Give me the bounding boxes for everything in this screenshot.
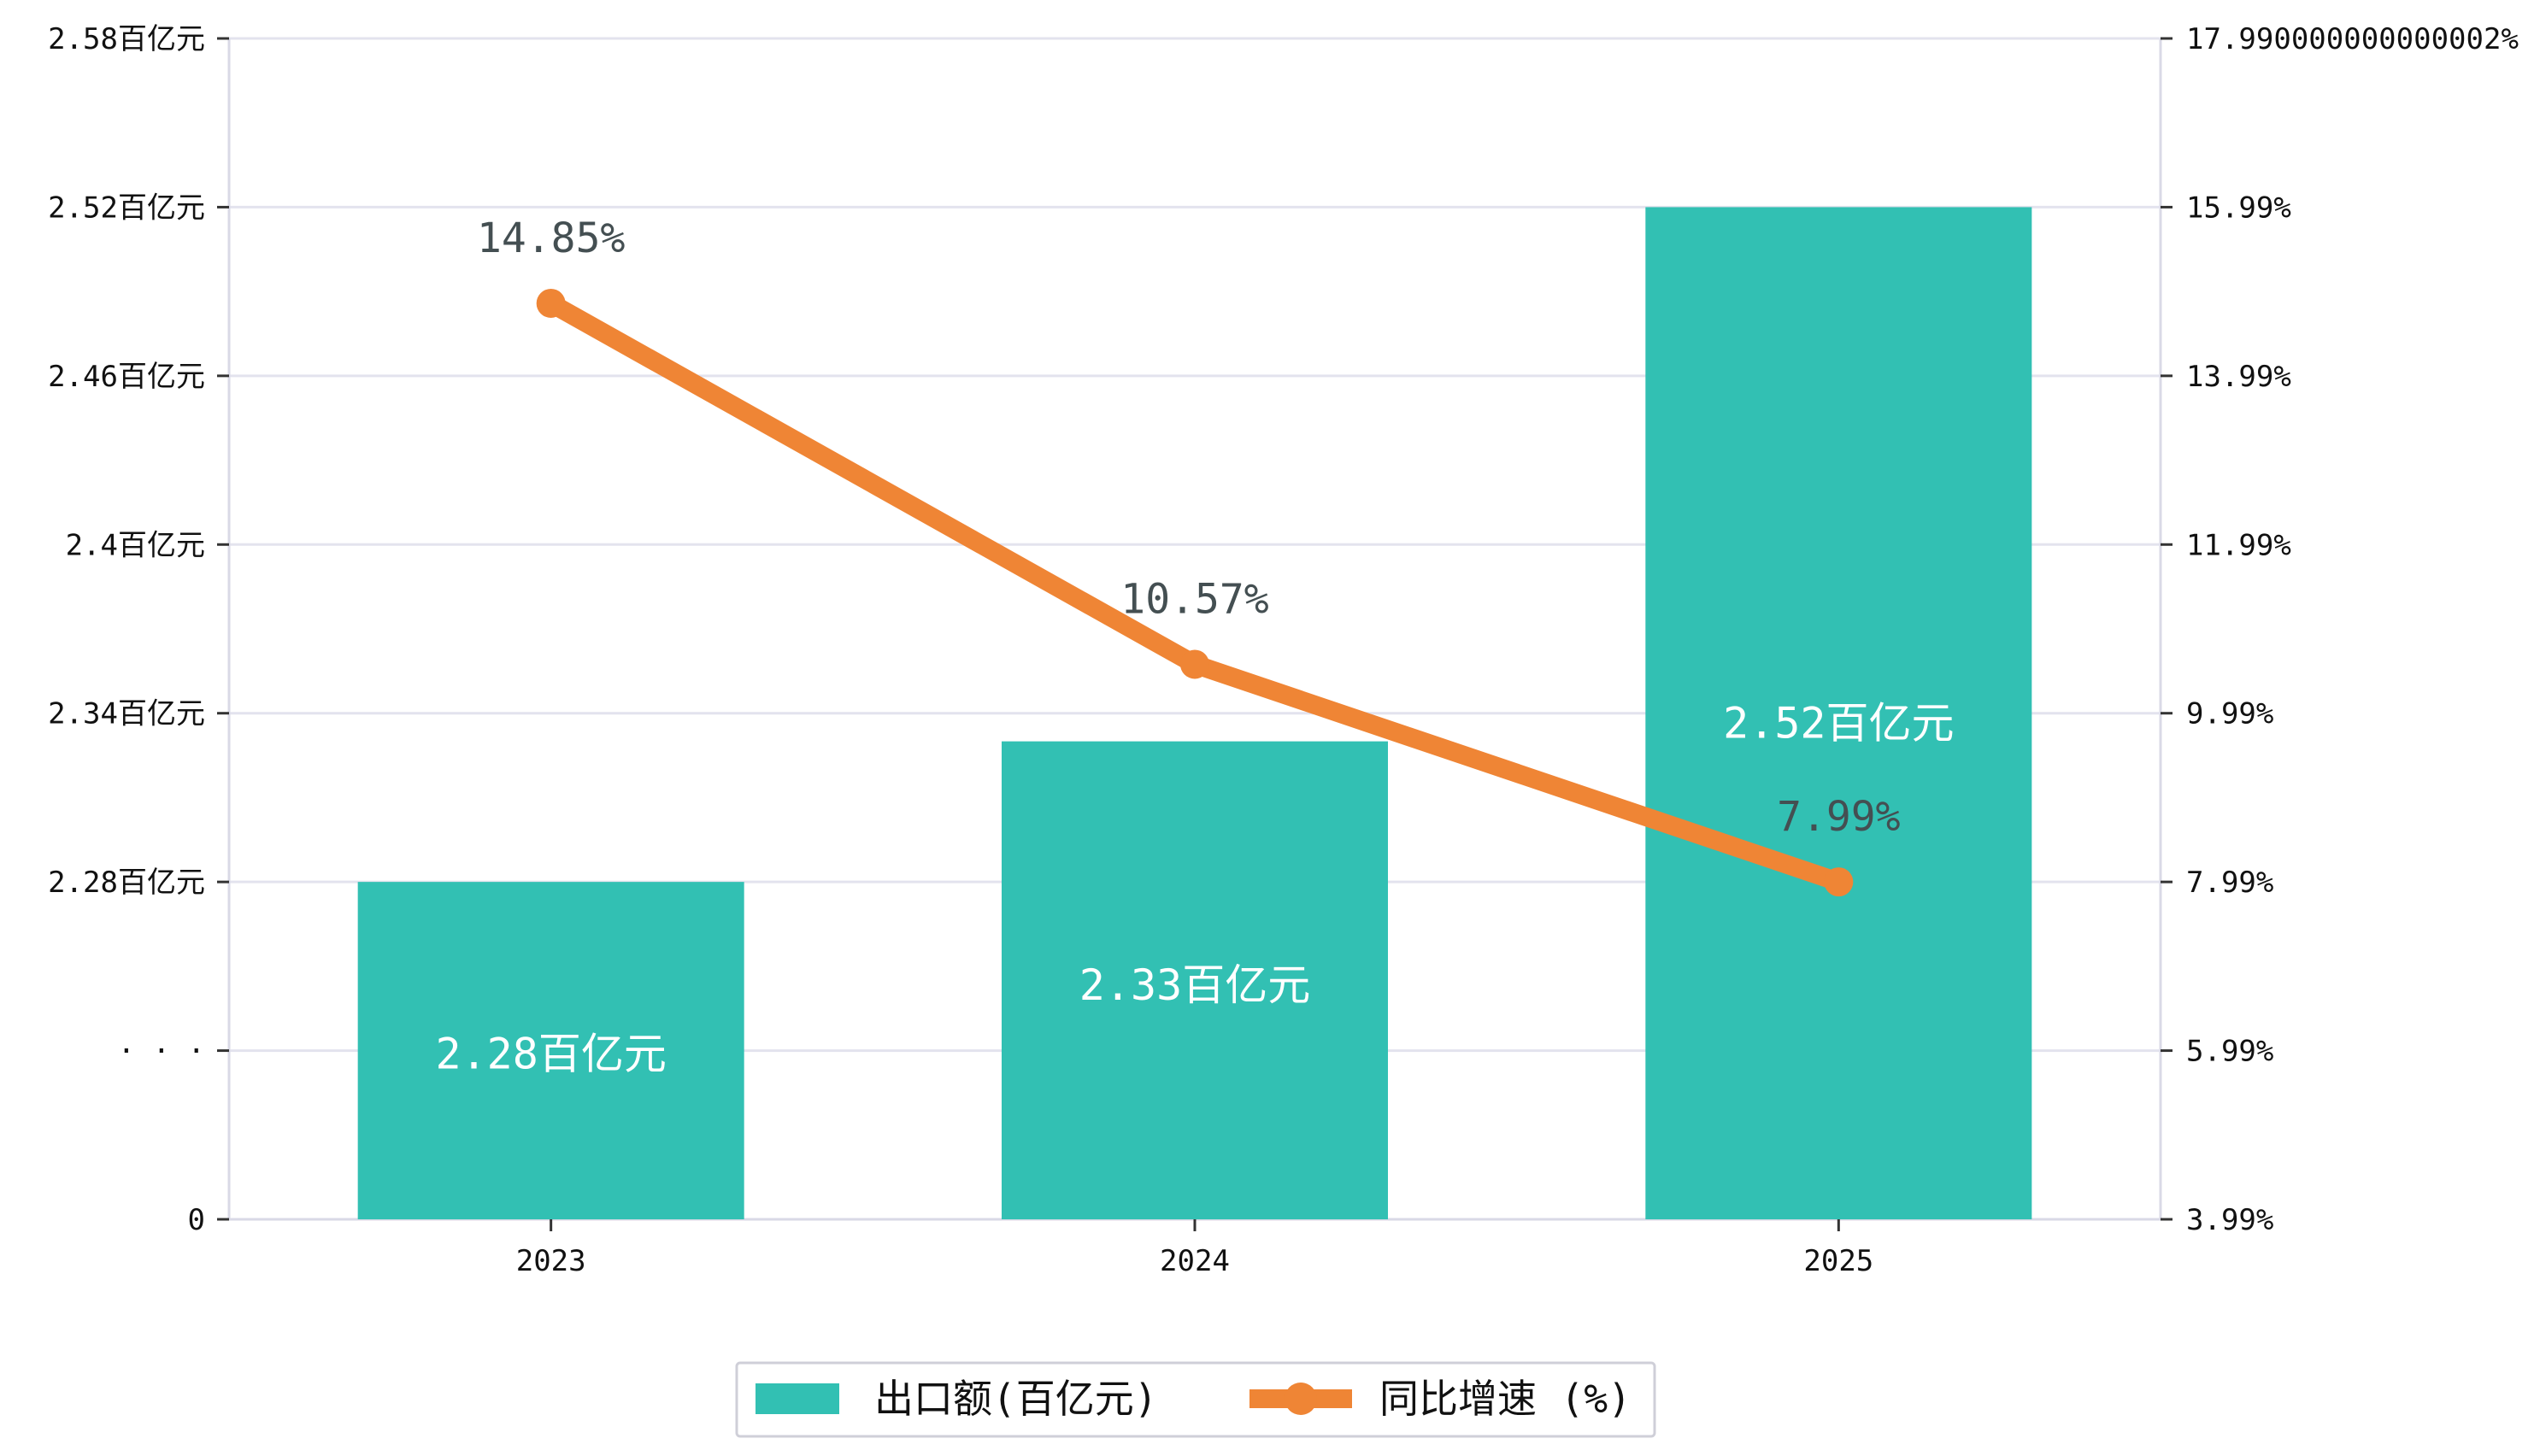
bar-series: 2.28百亿元 2.33百亿元 2.52百亿元 (357, 207, 2032, 1219)
left-tick-label: 2.34百亿元 (48, 697, 205, 731)
legend-frame (735, 1361, 1656, 1438)
left-tick-label: · · · (118, 1035, 205, 1069)
line-series: 14.85% 10.57% 7.99% (477, 214, 1901, 897)
x-axis-ticks: 2023 2024 2025 (516, 1219, 1873, 1278)
line-point (536, 288, 566, 318)
legend-bar-label: 出口额(百亿元) (874, 1376, 1157, 1422)
right-tick-label: 9.99% (2186, 697, 2273, 731)
bar-data-label: 2.33百亿元 (1079, 960, 1310, 1010)
line-data-label: 10.57% (1120, 575, 1268, 623)
right-tick-label: 7.99% (2186, 866, 2273, 900)
left-axis-ticks: 0 · · · 2.28百亿元 2.34百亿元 2.4百亿元 2.46百亿元 2.52百亿元… (48, 22, 229, 1237)
left-tick-label: 2.46百亿元 (48, 360, 205, 394)
bar (357, 882, 744, 1219)
legend-line-marker (1285, 1383, 1317, 1415)
line-data-label: 7.99% (1777, 793, 1901, 841)
line-data-label: 14.85% (477, 214, 625, 262)
right-axis-ticks: 3.99% 5.99% 7.99% 9.99% 11.99% 13.99% 15.99% 17… (2161, 22, 2519, 1237)
x-tick-label: 2023 (516, 1244, 586, 1278)
bar (1645, 207, 2032, 1219)
left-tick-label: 2.28百亿元 (48, 866, 205, 900)
line-point (1180, 649, 1209, 679)
right-tick-label: 11.99% (2186, 528, 2291, 562)
right-tick-label: 17.990000000000002% (2186, 22, 2519, 56)
left-tick-label: 2.58百亿元 (48, 22, 205, 56)
bar (1002, 741, 1388, 1219)
right-tick-label: 5.99% (2186, 1035, 2273, 1069)
bar-data-label: 2.52百亿元 (1723, 699, 1954, 749)
left-tick-label: 2.4百亿元 (66, 528, 205, 562)
right-tick-label: 3.99% (2186, 1203, 2273, 1237)
left-tick-label: 2.52百亿元 (48, 191, 205, 225)
right-tick-label: 13.99% (2186, 360, 2291, 394)
right-tick-label: 15.99% (2186, 191, 2291, 225)
legend: 出口额(百亿元) 同比增速 (%) (735, 1361, 1656, 1438)
x-tick-label: 2025 (1803, 1244, 1873, 1278)
left-tick-label: 0 (188, 1203, 205, 1237)
bar-data-label: 2.28百亿元 (435, 1030, 666, 1079)
legend-bar-swatch (756, 1383, 839, 1414)
legend-line-label: 同比增速 (%) (1379, 1376, 1632, 1422)
line-point (1824, 867, 1854, 897)
x-tick-label: 2024 (1160, 1244, 1230, 1278)
